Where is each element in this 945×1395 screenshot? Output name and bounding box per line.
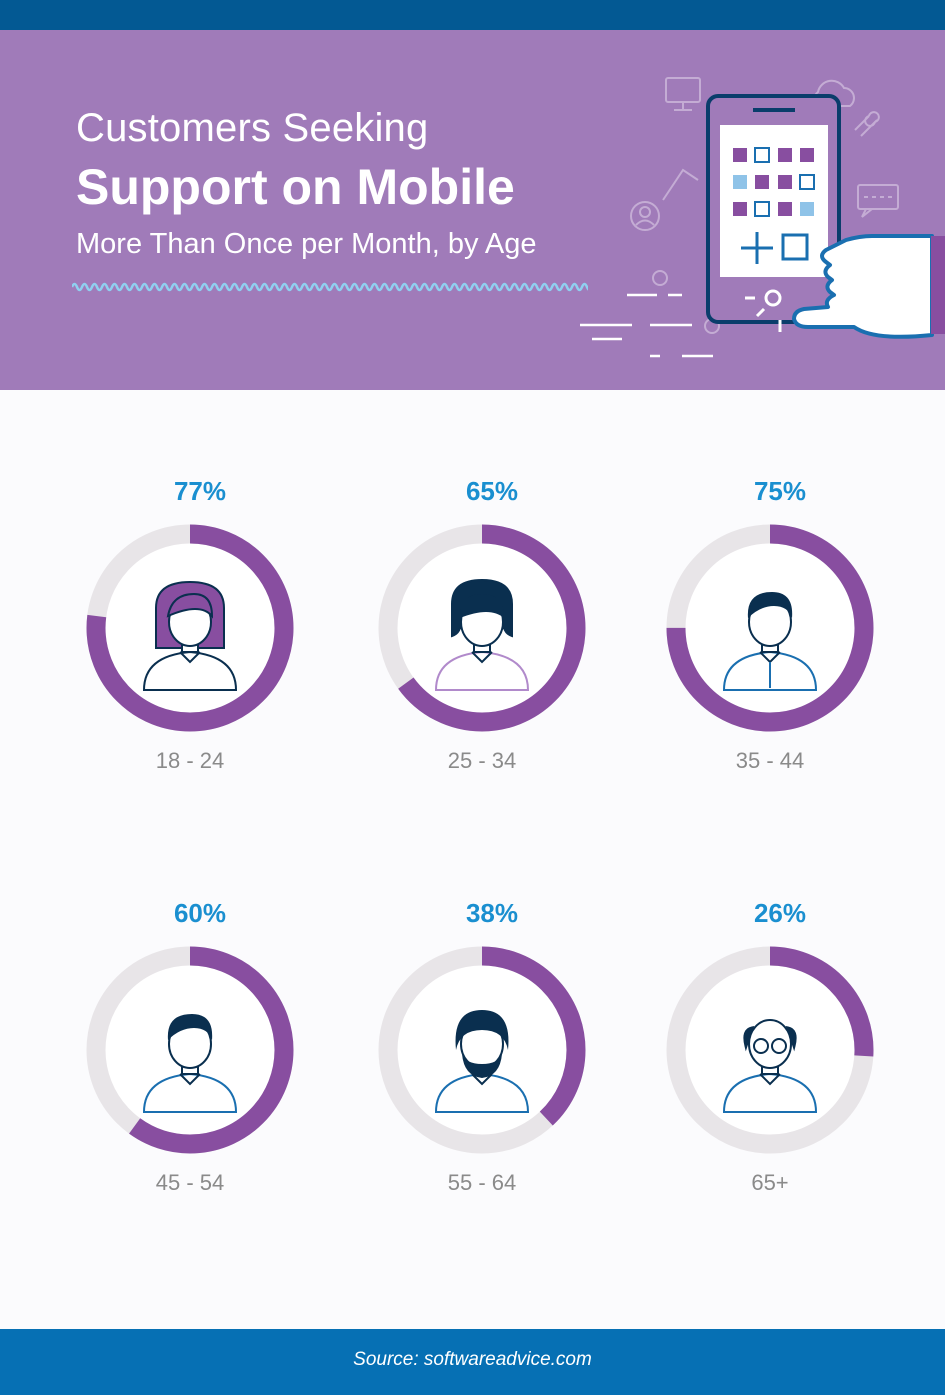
donut-chart-grid: 77% 18 - 24 65% 25 - 34 75% 35 - 44 60% 45 - 54…: [0, 390, 945, 1330]
percent-label: 77%: [173, 476, 227, 506]
title-line-1: Customers Seeking: [76, 106, 429, 150]
percent-label: 65%: [465, 476, 519, 506]
percent-label: 60%: [173, 898, 227, 928]
young-woman-icon: [142, 580, 238, 691]
man-icon: [142, 1014, 238, 1113]
donut-chart: [86, 946, 294, 1154]
woman-icon: [434, 578, 530, 691]
title-line-2: Support on Mobile: [76, 159, 515, 215]
bearded-man-icon: [434, 1010, 530, 1113]
header-banner: Customers Seeking Support on Mobile More…: [0, 30, 945, 390]
donut-segment: [666, 524, 874, 732]
percent-label: 75%: [753, 476, 807, 506]
donut-chart: [378, 946, 586, 1154]
donut-chart: [666, 524, 874, 732]
wave-divider-icon: [72, 282, 588, 292]
donut-segment: [378, 946, 586, 1154]
percent-label: 26%: [753, 898, 807, 928]
age-label: 18 - 24: [155, 748, 225, 773]
donut-segment: [666, 946, 874, 1154]
age-label: 55 - 64: [447, 1170, 517, 1195]
source-note: Source: softwareadvice.com: [353, 1349, 592, 1370]
donut-chart: [666, 946, 874, 1154]
age-label: 45 - 54: [155, 1170, 225, 1195]
subtitle: More Than Once per Month, by Age: [76, 228, 537, 260]
age-label: 25 - 34: [447, 748, 517, 773]
percent-label: 38%: [465, 898, 519, 928]
elderly-man-glasses-icon: [722, 1019, 818, 1113]
donut-segment: [86, 946, 294, 1154]
age-label: 35 - 44: [735, 748, 805, 773]
phone-illustration-icon: [580, 77, 945, 358]
age-label: 65+: [751, 1170, 789, 1195]
donut-chart: [86, 524, 294, 732]
donut-segment: [378, 524, 586, 732]
donut-chart: [378, 524, 586, 732]
donut-segment: [86, 524, 294, 732]
top-bar: [0, 0, 945, 30]
footer: Source: softwareadvice.com: [0, 1329, 945, 1395]
man-tie-icon: [722, 592, 818, 691]
